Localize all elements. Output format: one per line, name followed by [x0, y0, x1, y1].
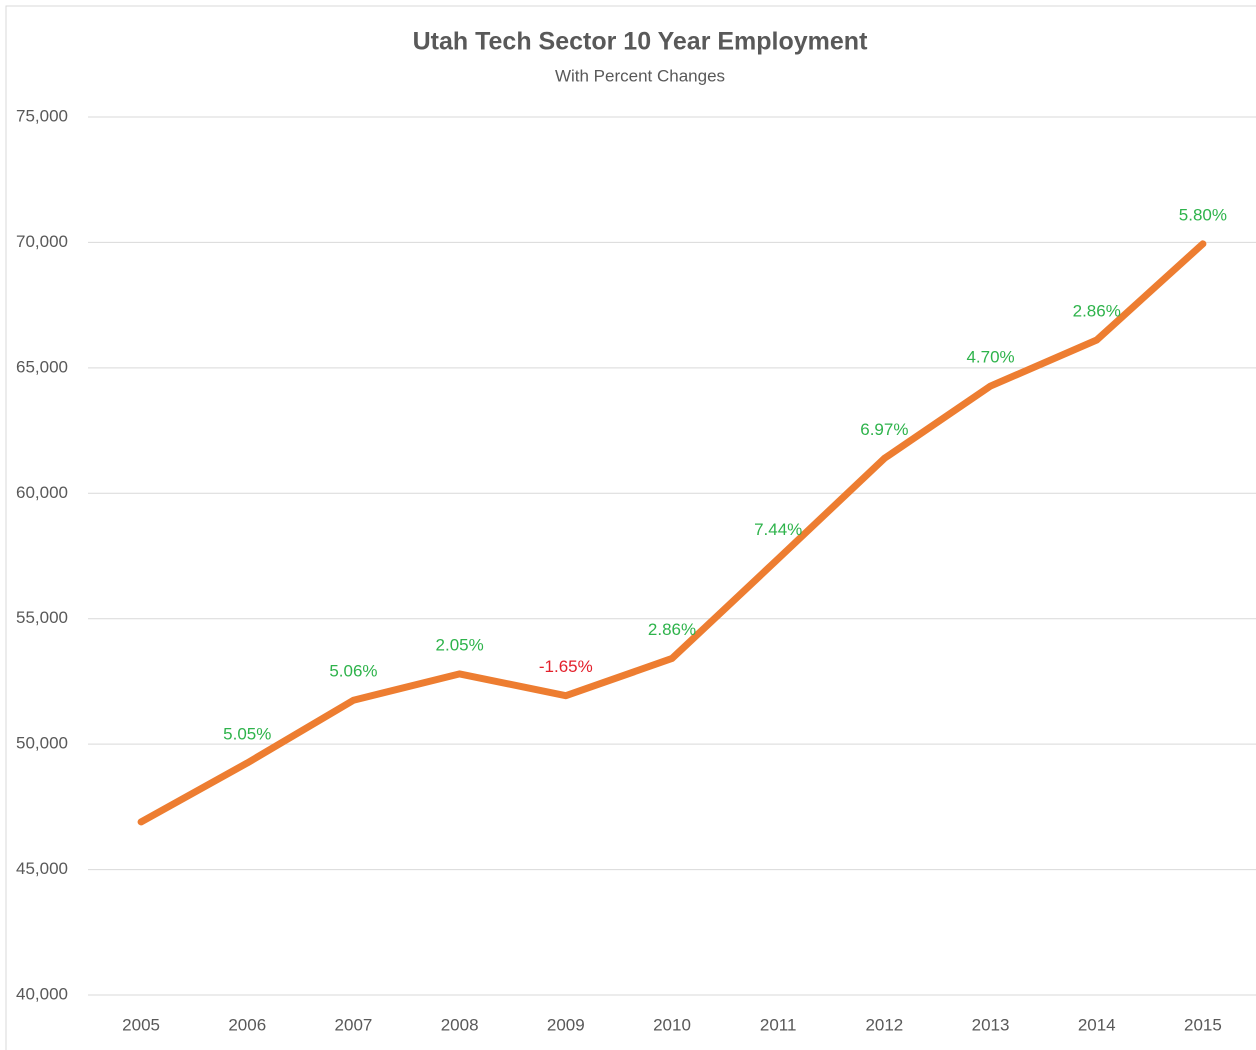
data-line	[137, 240, 1207, 826]
chart-border	[5, 5, 1256, 1050]
y-tick-label: 65,000	[16, 357, 68, 376]
data-label: 7.44%	[754, 520, 802, 539]
x-tick-label: 2014	[1078, 1015, 1116, 1034]
y-tick-label: 45,000	[16, 859, 68, 878]
data-label: 2.86%	[648, 620, 696, 639]
data-label: 4.70%	[966, 348, 1014, 367]
data-label: 2.86%	[1073, 301, 1121, 320]
y-tick-label: 55,000	[16, 608, 68, 627]
data-label: 5.05%	[223, 724, 271, 743]
data-label: 6.97%	[860, 420, 908, 439]
y-tick-label: 75,000	[16, 106, 68, 125]
x-tick-label: 2006	[228, 1015, 266, 1034]
chart-subtitle: With Percent Changes	[555, 66, 725, 85]
x-tick-label: 2008	[441, 1015, 479, 1034]
x-tick-label: 2012	[865, 1015, 903, 1034]
x-tick-label: 2011	[760, 1015, 797, 1034]
y-tick-label: 40,000	[16, 984, 68, 1003]
data-label: 5.06%	[329, 662, 377, 681]
x-tick-label: 2009	[547, 1015, 585, 1034]
data-label: 2.05%	[436, 635, 484, 654]
x-tick-label: 2013	[972, 1015, 1010, 1034]
data-label: -1.65%	[539, 657, 593, 676]
y-tick-label: 60,000	[16, 483, 68, 502]
x-tick-label: 2005	[122, 1015, 160, 1034]
x-tick-label: 2007	[335, 1015, 373, 1034]
x-tick-label: 2010	[653, 1015, 691, 1034]
x-tick-label: 2015	[1184, 1015, 1222, 1034]
y-tick-label: 50,000	[16, 734, 68, 753]
y-tick-label: 70,000	[16, 232, 68, 251]
data-label: 5.80%	[1179, 205, 1227, 224]
chart-title: Utah Tech Sector 10 Year Employment	[413, 28, 868, 56]
